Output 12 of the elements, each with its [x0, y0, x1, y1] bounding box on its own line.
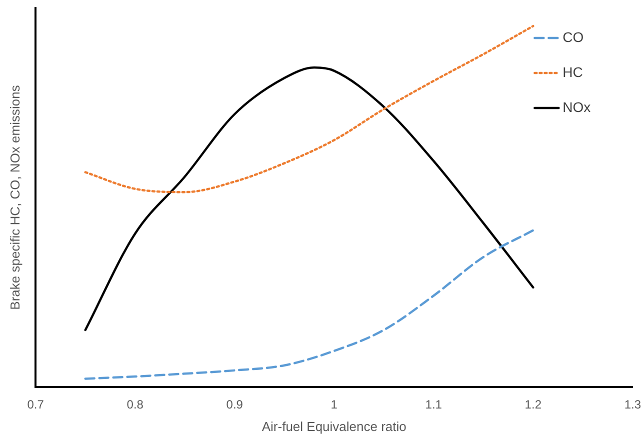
x-tick-label: 1.1	[425, 398, 442, 412]
x-tick-label: 1	[330, 398, 338, 412]
x-tick-label: 1.2	[524, 398, 542, 412]
legend-label: CO	[562, 28, 584, 45]
x-tick-label: 1.3	[624, 398, 642, 412]
legend-label: NOx	[562, 98, 591, 115]
x-tick-label: 0.8	[126, 398, 144, 412]
x-tick-label: 0.7	[27, 398, 44, 412]
legend-label: HC	[562, 64, 583, 80]
x-tick-label: 0.9	[226, 398, 244, 412]
x-axis-title: Air-fuel Equivalence ratio	[262, 418, 406, 434]
y-axis-title: Brake specific HC, CO, NOx emissions	[7, 84, 22, 310]
